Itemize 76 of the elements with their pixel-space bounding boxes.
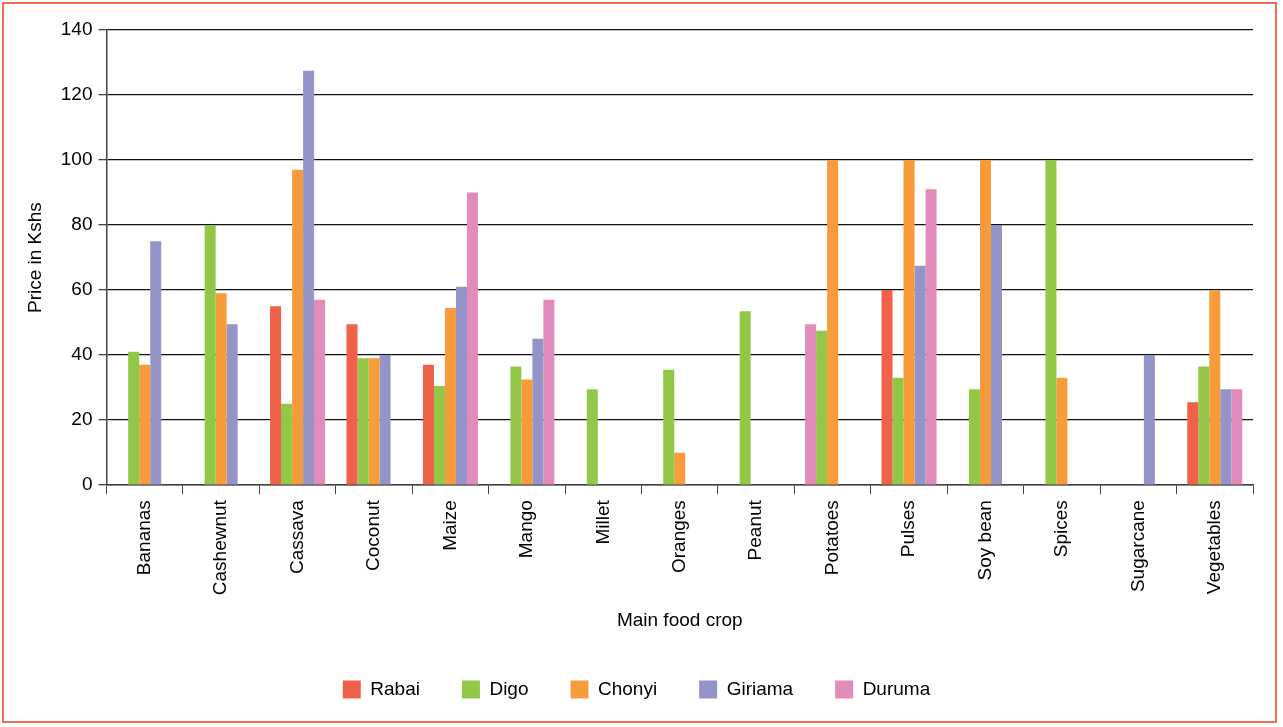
y-tick-label: 100 (60, 148, 93, 170)
x-tick-label: Oranges (667, 500, 689, 574)
bar (422, 364, 434, 485)
bar (827, 160, 839, 485)
bar (215, 293, 227, 485)
x-tick-label: Cassava (285, 499, 307, 575)
bar (128, 351, 140, 485)
x-tick-label: Sugarcane (1126, 500, 1148, 593)
bar (586, 389, 598, 485)
bar (368, 358, 380, 485)
bar (1198, 366, 1210, 485)
x-tick-label: Cashewnut (209, 499, 231, 596)
bar (303, 70, 315, 485)
bar (281, 403, 293, 485)
legend-label: Rabai (370, 677, 420, 699)
bar (1209, 290, 1221, 485)
bar (1231, 389, 1243, 485)
y-tick-label: 20 (71, 408, 93, 430)
bar (226, 324, 238, 485)
y-tick-label: 0 (81, 473, 93, 495)
bar (1220, 389, 1232, 485)
bar (892, 377, 904, 485)
bar (510, 366, 522, 485)
legend-label: Digo (489, 677, 529, 699)
y-tick-label: 60 (71, 278, 93, 300)
bar (663, 369, 675, 485)
y-axis-title: Price in Kshs (23, 202, 45, 314)
x-tick-label: Mango (515, 500, 537, 559)
bar (990, 225, 1002, 485)
legend-label: Giriama (726, 677, 794, 699)
bar (379, 355, 391, 485)
x-tick-label: Vegetables (1203, 500, 1225, 595)
bar (204, 225, 216, 485)
bar (270, 306, 282, 485)
y-tick-label: 120 (60, 83, 93, 105)
bar (881, 290, 893, 485)
bar (292, 169, 304, 485)
bar (521, 379, 533, 485)
y-tick-label: 40 (71, 343, 93, 365)
bar (314, 299, 326, 485)
y-tick-label: 80 (71, 213, 93, 235)
bar (444, 307, 456, 485)
x-tick-label: Pulses (897, 500, 919, 558)
bar (455, 286, 467, 485)
bar (532, 338, 544, 485)
x-tick-label: Soy bean (973, 500, 995, 581)
bar (914, 265, 926, 485)
x-tick-label: Bananas (132, 500, 154, 576)
bar (466, 192, 478, 485)
bar (1056, 377, 1068, 485)
bar (346, 324, 358, 485)
bar (979, 160, 991, 485)
bar (1187, 402, 1199, 485)
bar (739, 311, 751, 485)
x-axis-title: Main food crop (616, 608, 743, 630)
y-tick-label: 140 (60, 18, 93, 40)
x-tick-label: Spices (1050, 500, 1072, 558)
x-tick-label: Maize (438, 500, 460, 551)
legend-label: Duruma (862, 677, 931, 699)
bar (150, 241, 162, 485)
bar (674, 452, 686, 485)
bar (925, 189, 937, 485)
bar (139, 364, 151, 485)
bar (1045, 160, 1057, 485)
bar (357, 358, 369, 485)
bar (903, 160, 915, 485)
x-tick-label: Millet (591, 499, 613, 545)
x-tick-label: Potatoes (820, 500, 842, 576)
bar (433, 385, 445, 485)
x-tick-label: Coconut (362, 499, 384, 571)
bar (968, 389, 980, 485)
bar (1143, 355, 1155, 485)
bar (543, 299, 555, 485)
bar (816, 330, 828, 485)
x-tick-label: Peanut (744, 499, 766, 561)
legend-label: Chonyi (598, 677, 658, 699)
